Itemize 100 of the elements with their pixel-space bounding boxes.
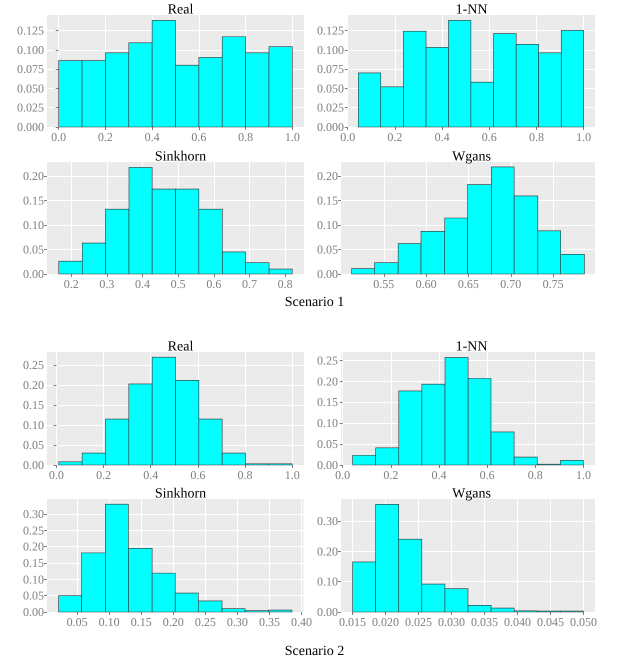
x-tick-label: 0.2 — [98, 130, 113, 144]
y-tick-label: 0.00 — [317, 458, 338, 472]
x-tick-label: 0.8 — [528, 468, 543, 482]
chart-title: Wgans — [452, 150, 491, 164]
x-tick-label: 0.2 — [64, 277, 79, 291]
y-tick-label: 0.15 — [317, 193, 338, 208]
y-tick-label: 0.00 — [23, 605, 44, 619]
x-tick-label: 0.25 — [194, 615, 216, 629]
y-tick-label: 0.100 — [17, 42, 44, 57]
x-tick-label: 0.05 — [66, 615, 88, 629]
text: Scenario 2 — [284, 644, 346, 660]
text: Scenario 1 — [284, 295, 346, 311]
y-tick-label: 0.100 — [317, 42, 344, 57]
x-tick-label: 0.050 — [570, 615, 597, 629]
y-tick-label: 0.25 — [317, 353, 338, 368]
x-tick-label: 0.35 — [258, 615, 280, 629]
chart-title: Sinkhorn — [154, 486, 206, 502]
x-tick-label: 0.0 — [51, 130, 66, 144]
y-tick-label: 0.05 — [317, 242, 338, 256]
x-tick-label: 1.0 — [576, 130, 592, 144]
x-tick-label: 0.6 — [482, 130, 497, 144]
x-tick-label: 0.8 — [238, 468, 253, 482]
y-tick-label: 0.15 — [23, 556, 44, 570]
y-tick-label: 0.10 — [317, 218, 338, 232]
x-tick-label: 0.3 — [99, 277, 114, 291]
y-tick-label: 0.125 — [17, 23, 44, 38]
y-tick-label: 0.20 — [23, 540, 44, 554]
y-tick-label: 0.15 — [23, 193, 44, 208]
x-tick-label: 1.0 — [576, 468, 591, 482]
y-tick-label: 0.30 — [317, 514, 338, 528]
y-tick-label: 0.00 — [317, 605, 338, 619]
x-tick-label: 0.2 — [387, 130, 402, 144]
y-tick-label: 0.10 — [317, 574, 338, 589]
y-tick-label: 0.10 — [23, 218, 44, 232]
x-tick-label: 0.55 — [373, 277, 394, 291]
chart-title: Real — [168, 2, 194, 18]
y-tick-label: 0.05 — [23, 588, 44, 603]
y-tick-label: 0.10 — [23, 572, 44, 586]
y-tick-label: 0.20 — [317, 374, 338, 388]
y-tick-label: 0.25 — [23, 358, 44, 372]
x-tick-label: 0.6 — [480, 468, 495, 482]
x-tick-label: 0.10 — [98, 615, 120, 629]
x-tick-label: 0.030 — [438, 615, 466, 629]
x-tick-label: 0.70 — [500, 277, 522, 291]
x-tick-label: 0.8 — [278, 277, 293, 291]
y-tick-label: 0.050 — [317, 81, 344, 96]
y-tick-label: 0.20 — [23, 378, 44, 392]
x-tick-label: 0.4 — [431, 468, 446, 482]
y-tick-label: 0.20 — [23, 168, 44, 183]
chart-title: Sinkhorn — [154, 150, 206, 164]
y-tick-label: 0.075 — [317, 62, 344, 76]
y-tick-label: 0.025 — [317, 100, 344, 115]
x-tick-label: 0.30 — [226, 615, 248, 629]
x-tick-label: 0.7 — [242, 277, 257, 291]
y-tick-label: 0.075 — [17, 62, 44, 76]
y-tick-label: 0.050 — [17, 81, 44, 96]
x-tick-label: 0.0 — [48, 468, 64, 482]
x-tick-label: 0.6 — [206, 277, 222, 291]
x-tick-label: 0.8 — [528, 130, 544, 144]
x-tick-label: 0.60 — [416, 277, 437, 291]
x-tick-label: 0.020 — [372, 615, 400, 629]
y-tick-label: 0.15 — [317, 395, 338, 410]
x-tick-label: 0.40 — [291, 615, 312, 629]
x-tick-label: 0.65 — [458, 277, 479, 291]
x-tick-label: 0.8 — [238, 130, 254, 144]
x-tick-label: 0.0 — [335, 468, 350, 482]
x-tick-label: 0.4 — [144, 130, 160, 144]
y-tick-label: 0.000 — [17, 120, 44, 134]
y-tick-label: 0.20 — [317, 544, 338, 558]
chart-title: Wgans — [452, 486, 491, 502]
y-tick-label: 0.00 — [23, 458, 44, 472]
x-tick-label: 0.2 — [383, 468, 398, 482]
x-tick-label: 0.035 — [470, 615, 498, 629]
y-tick-label: 0.30 — [23, 507, 44, 522]
x-tick-label: 0.5 — [170, 277, 186, 291]
x-tick-label: 0.2 — [96, 468, 112, 482]
chart-title: 1-NN — [456, 2, 488, 18]
x-tick-label: 0.040 — [504, 615, 531, 629]
y-tick-label: 0.25 — [23, 523, 44, 538]
y-tick-label: 0.125 — [317, 23, 344, 38]
y-tick-label: 0.00 — [23, 267, 44, 281]
x-tick-label: 0.4 — [135, 277, 150, 291]
y-tick-label: 0.15 — [23, 398, 44, 412]
chart-title: Real — [168, 340, 194, 354]
x-tick-label: 0.20 — [162, 615, 184, 629]
x-tick-label: 0.75 — [542, 277, 564, 291]
y-tick-label: 0.10 — [23, 418, 44, 432]
x-tick-label: 0.6 — [191, 130, 206, 144]
chart-title: 1-NN — [456, 340, 488, 354]
x-tick-label: 0.6 — [190, 468, 206, 482]
x-tick-label: 1.0 — [284, 468, 300, 482]
y-tick-label: 0.00 — [317, 267, 338, 281]
x-tick-label: 0.025 — [405, 615, 432, 629]
y-tick-label: 0.025 — [17, 100, 44, 115]
x-tick-label: 0.015 — [339, 615, 366, 629]
x-tick-label: 0.045 — [536, 615, 564, 629]
y-tick-label: 0.05 — [23, 438, 44, 452]
x-tick-label: 0.4 — [434, 130, 450, 144]
y-tick-label: 0.05 — [317, 437, 338, 452]
x-tick-label: 0.4 — [143, 468, 158, 482]
